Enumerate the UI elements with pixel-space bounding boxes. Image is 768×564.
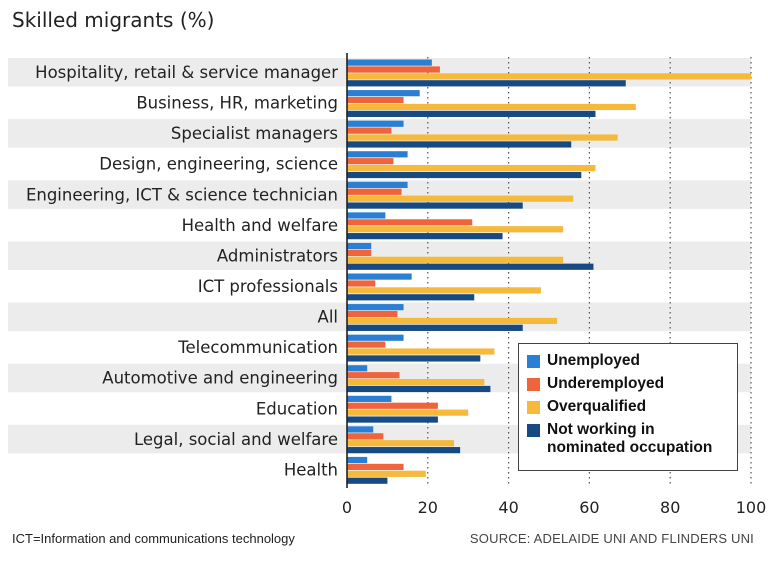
bar-unemployed xyxy=(347,273,412,280)
legend-swatch xyxy=(527,424,540,437)
category-label: All xyxy=(318,308,338,327)
x-tick-label: 20 xyxy=(418,498,438,517)
bar-underemployed xyxy=(347,280,376,287)
bar-unemployed xyxy=(347,334,404,341)
bar-not_working xyxy=(347,110,596,117)
legend-label: Unemployed xyxy=(547,352,641,369)
legend-label: Underemployed xyxy=(547,375,665,392)
bar-underemployed xyxy=(347,219,473,226)
legend-swatch xyxy=(527,401,540,414)
legend-swatch xyxy=(527,378,540,391)
bar-overqualified xyxy=(347,440,455,447)
bar-underemployed xyxy=(347,188,402,195)
bar-overqualified xyxy=(347,470,426,477)
bar-not_working xyxy=(347,385,491,393)
bar-not_working xyxy=(347,202,523,209)
bar-underemployed xyxy=(347,158,394,165)
bar-overqualified xyxy=(347,134,618,141)
bar-not_working xyxy=(347,416,438,423)
bar-overqualified xyxy=(347,195,574,202)
bar-underemployed xyxy=(347,372,400,379)
bar-overqualified xyxy=(347,348,495,355)
bar-unemployed xyxy=(347,304,404,311)
bar-overqualified xyxy=(347,103,636,111)
legend: Unemployed Underemployed Overqualified Not … xyxy=(518,343,738,471)
category-label: Health xyxy=(284,460,338,479)
bar-not_working xyxy=(347,233,503,240)
x-tick-label: 40 xyxy=(498,498,518,517)
legend-item-overqualified: Overqualified xyxy=(527,398,729,416)
bar-unemployed xyxy=(347,212,386,219)
bar-underemployed xyxy=(347,66,440,73)
bar-unemployed xyxy=(347,59,432,66)
bar-not_working xyxy=(347,294,475,301)
x-tick-label: 60 xyxy=(579,498,599,517)
bar-unemployed xyxy=(347,365,368,372)
bar-overqualified xyxy=(347,287,541,294)
legend-swatch xyxy=(527,355,540,368)
bar-unemployed xyxy=(347,120,404,127)
legend-item-unemployed: Unemployed xyxy=(527,352,729,370)
bar-unemployed xyxy=(347,242,372,250)
bar-not_working xyxy=(347,324,523,331)
legend-label: Not working in nominated occupation xyxy=(547,421,713,456)
bar-underemployed xyxy=(347,463,404,471)
bar-unemployed xyxy=(347,426,374,433)
category-label: ICT professionals xyxy=(198,277,338,296)
bar-underemployed xyxy=(347,96,404,104)
x-tick-label: 100 xyxy=(736,498,767,517)
category-label: Automotive and engineering xyxy=(102,369,338,388)
bar-overqualified xyxy=(347,226,564,233)
bar-underemployed xyxy=(347,249,372,257)
bar-underemployed xyxy=(347,310,398,318)
category-label: Telecommunication xyxy=(177,338,338,357)
category-label: Administrators xyxy=(217,246,338,265)
legend-label: Overqualified xyxy=(547,398,647,415)
category-label: Specialist managers xyxy=(171,124,338,143)
bar-underemployed xyxy=(347,402,438,409)
chart-title: Skilled migrants (%) xyxy=(12,8,215,32)
footnote: ICT=Information and communications techn… xyxy=(12,531,295,546)
bar-overqualified xyxy=(347,379,485,386)
bar-overqualified xyxy=(347,165,596,172)
bar-not_working xyxy=(347,447,461,454)
bar-overqualified xyxy=(347,317,558,325)
x-tick-label: 80 xyxy=(660,498,680,517)
bar-unemployed xyxy=(347,90,420,97)
bar-unemployed xyxy=(347,181,408,188)
bar-underemployed xyxy=(347,127,392,134)
category-label: Hospitality, retail & service manager xyxy=(35,63,338,82)
bar-underemployed xyxy=(347,433,384,440)
category-label: Legal, social and welfare xyxy=(134,430,338,449)
bar-overqualified xyxy=(347,409,469,416)
bar-not_working xyxy=(347,80,626,87)
source-note: SOURCE: ADELAIDE UNI AND FLINDERS UNI xyxy=(469,531,754,546)
category-label: Education xyxy=(256,399,338,418)
bar-unemployed xyxy=(347,151,408,158)
bar-chart: Hospitality, retail & service manager Bus… xyxy=(8,53,767,517)
bar-unemployed xyxy=(347,456,368,464)
bar-not_working xyxy=(347,477,388,484)
bar-overqualified xyxy=(347,73,751,80)
category-label: Business, HR, marketing xyxy=(136,94,338,113)
legend-item-underemployed: Underemployed xyxy=(527,375,729,393)
bar-not_working xyxy=(347,263,594,270)
bar-not_working xyxy=(347,355,481,362)
x-tick-label: 0 xyxy=(342,498,352,517)
bar-not_working xyxy=(347,171,582,179)
bar-underemployed xyxy=(347,341,386,348)
bar-not_working xyxy=(347,141,572,148)
bar-overqualified xyxy=(347,256,564,263)
legend-item-not_working: Not working in nominated occupation xyxy=(527,421,729,457)
category-label: Design, engineering, science xyxy=(99,155,338,174)
bar-unemployed xyxy=(347,395,392,402)
category-label: Engineering, ICT & science technician xyxy=(26,185,338,204)
category-label: Health and welfare xyxy=(182,216,338,235)
